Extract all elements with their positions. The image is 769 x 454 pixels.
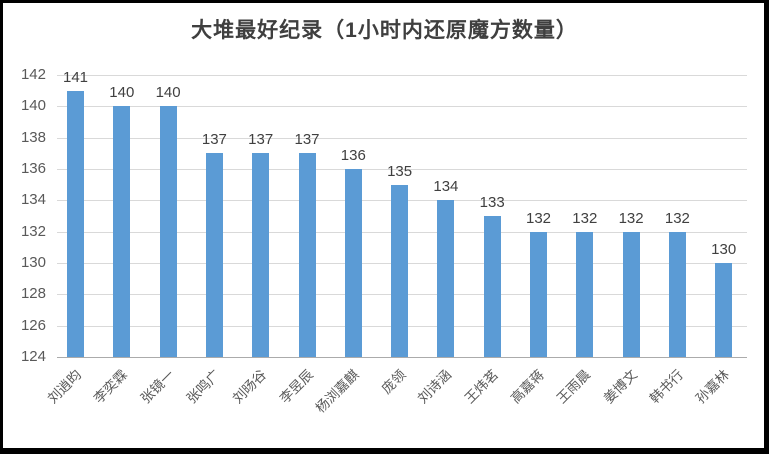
x-axis-category-label: 王雨晨 bbox=[554, 367, 594, 407]
y-axis-tick-label: 136 bbox=[20, 160, 46, 177]
bar bbox=[483, 216, 501, 357]
bar-value-label: 132 bbox=[664, 209, 690, 227]
x-axis-category-label: 杨浏嘉麒 bbox=[313, 367, 362, 416]
bar bbox=[67, 90, 84, 357]
x-axis-category-label: 孙嘉林 bbox=[693, 367, 733, 407]
y-axis-tick-label: 130 bbox=[20, 254, 46, 271]
bar-value-label: 136 bbox=[340, 147, 366, 164]
bar-value-label: 140 bbox=[155, 84, 181, 102]
bar-value-label: 137 bbox=[294, 131, 320, 149]
bar-value-label: 132 bbox=[525, 209, 552, 227]
y-axis-tick-label: 128 bbox=[20, 285, 46, 303]
bar-value-label: 140 bbox=[109, 84, 135, 102]
bar bbox=[113, 106, 131, 357]
x-axis-category-label: 刘旸谷 bbox=[230, 367, 270, 407]
x-axis-category-label: 韩书行 bbox=[646, 367, 687, 407]
bar-value-label: 137 bbox=[201, 131, 227, 149]
x-axis-category-label: 姜博文 bbox=[600, 367, 640, 407]
y-axis-tick-label: 126 bbox=[20, 316, 46, 334]
x-axis-category-label: 张鸣广 bbox=[183, 367, 224, 407]
y-axis-tick-label: 124 bbox=[20, 348, 46, 365]
y-axis-tick-label: 138 bbox=[20, 128, 46, 146]
bar-value-label: 135 bbox=[387, 162, 413, 180]
bar-value-label: 133 bbox=[479, 194, 505, 211]
gridline bbox=[57, 75, 747, 76]
bar bbox=[622, 231, 640, 357]
bar bbox=[530, 231, 547, 357]
bar-value-label: 132 bbox=[572, 209, 598, 227]
x-axis-category-label: 刘诗涵 bbox=[415, 367, 455, 407]
bar bbox=[344, 169, 362, 357]
y-axis-tick-label: 134 bbox=[20, 191, 46, 209]
bar bbox=[715, 263, 733, 357]
bar bbox=[391, 184, 409, 357]
bar bbox=[298, 153, 316, 357]
x-axis-category-label: 张镜一 bbox=[137, 367, 177, 407]
x-axis-category-label: 李昱辰 bbox=[276, 367, 316, 407]
bar bbox=[668, 231, 686, 357]
bar-value-label: 137 bbox=[248, 131, 274, 149]
bar bbox=[159, 106, 177, 357]
bar-value-label: 132 bbox=[618, 209, 644, 227]
x-axis-line bbox=[57, 357, 747, 358]
y-axis-tick-label: 132 bbox=[20, 222, 46, 240]
bar bbox=[205, 153, 223, 357]
bar-value-label: 130 bbox=[711, 241, 737, 258]
bar bbox=[252, 153, 270, 357]
x-axis-category-label: 高嘉蒋 bbox=[507, 367, 548, 407]
y-axis-tick-label: 142 bbox=[20, 66, 46, 83]
gridline bbox=[57, 169, 747, 170]
bar bbox=[576, 231, 594, 357]
bar-value-label: 141 bbox=[62, 68, 89, 86]
y-axis-tick-label: 140 bbox=[20, 97, 46, 115]
gridline bbox=[57, 106, 747, 108]
bar bbox=[437, 200, 455, 357]
bar-value-label: 134 bbox=[433, 178, 459, 196]
x-axis-category-label: 刘逍昀 bbox=[44, 367, 85, 407]
x-axis-category-label: 王炜茗 bbox=[461, 367, 501, 407]
chart-title: 大堆最好纪录（1小时内还原魔方数量） bbox=[191, 19, 578, 42]
x-axis-category-label: 庞领 bbox=[378, 367, 409, 397]
x-axis-category-label: 李奕霖 bbox=[91, 367, 131, 407]
gridline bbox=[57, 137, 747, 139]
